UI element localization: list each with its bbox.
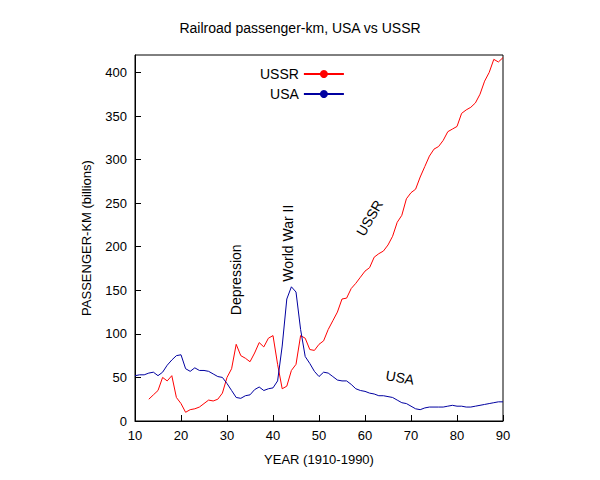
svg-text:USA: USA bbox=[270, 86, 299, 102]
svg-text:PASSENGER-KM (billions): PASSENGER-KM (billions) bbox=[79, 160, 94, 316]
svg-text:350: 350 bbox=[105, 109, 127, 124]
svg-text:150: 150 bbox=[105, 283, 127, 298]
svg-text:70: 70 bbox=[404, 428, 418, 443]
svg-text:World War II: World War II bbox=[280, 205, 296, 282]
svg-text:USA: USA bbox=[384, 367, 416, 388]
svg-text:USSR: USSR bbox=[353, 197, 386, 239]
svg-text:Railroad passenger-km, USA vs: Railroad passenger-km, USA vs USSR bbox=[179, 20, 420, 36]
svg-text:YEAR (1910-1990): YEAR (1910-1990) bbox=[264, 452, 374, 467]
svg-text:10: 10 bbox=[128, 428, 142, 443]
svg-text:30: 30 bbox=[220, 428, 234, 443]
svg-text:400: 400 bbox=[105, 65, 127, 80]
svg-text:300: 300 bbox=[105, 152, 127, 167]
svg-text:100: 100 bbox=[105, 326, 127, 341]
svg-text:200: 200 bbox=[105, 239, 127, 254]
svg-text:50: 50 bbox=[312, 428, 326, 443]
svg-text:60: 60 bbox=[358, 428, 372, 443]
svg-text:Depression: Depression bbox=[228, 244, 244, 315]
svg-text:50: 50 bbox=[113, 370, 127, 385]
svg-text:0: 0 bbox=[120, 414, 127, 429]
svg-text:80: 80 bbox=[450, 428, 464, 443]
svg-text:20: 20 bbox=[174, 428, 188, 443]
svg-text:40: 40 bbox=[266, 428, 280, 443]
svg-text:90: 90 bbox=[496, 428, 510, 443]
svg-text:250: 250 bbox=[105, 196, 127, 211]
svg-text:USSR: USSR bbox=[260, 66, 299, 82]
